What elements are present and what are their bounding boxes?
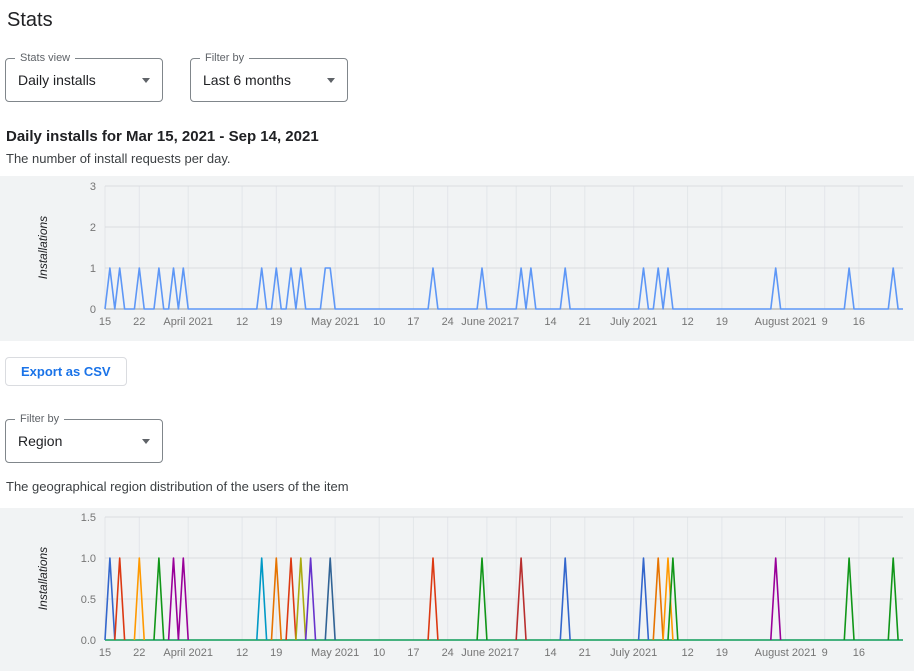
region-controls: Filter by Region <box>5 413 914 463</box>
svg-text:May 2021: May 2021 <box>311 647 359 659</box>
date-filter-select-value: Last 6 months <box>203 72 291 88</box>
daily-installs-heading: Daily installs for Mar 15, 2021 - Sep 14… <box>6 128 319 145</box>
stats-view-select[interactable]: Stats view Daily installs <box>5 52 163 102</box>
svg-text:15: 15 <box>99 316 111 328</box>
svg-text:August 2021: August 2021 <box>755 647 817 659</box>
stats-view-select-label: Stats view <box>15 52 76 65</box>
region-chart: 0.0 0.5 1.0 1.5 15 22 April 2021 12 19 May 2021 10… <box>0 508 914 671</box>
svg-text:12: 12 <box>236 316 248 328</box>
svg-text:19: 19 <box>716 647 728 659</box>
svg-text:1: 1 <box>90 263 96 275</box>
svg-text:Installations: Installations <box>36 216 50 279</box>
region-filter-select-value: Region <box>18 433 63 449</box>
svg-text:12: 12 <box>236 647 248 659</box>
chevron-down-icon <box>327 77 335 83</box>
svg-text:0.0: 0.0 <box>81 635 96 647</box>
svg-text:16: 16 <box>853 647 865 659</box>
svg-text:24: 24 <box>442 316 454 328</box>
svg-text:16: 16 <box>853 316 865 328</box>
svg-text:21: 21 <box>579 647 591 659</box>
svg-text:August 2021: August 2021 <box>755 316 817 328</box>
stats-view-select-value: Daily installs <box>18 72 96 88</box>
region-filter-select[interactable]: Filter by Region <box>5 413 163 463</box>
svg-text:July 2021: July 2021 <box>610 647 657 659</box>
svg-text:14: 14 <box>544 647 556 659</box>
svg-text:3: 3 <box>90 181 96 193</box>
export-csv-button[interactable]: Export as CSV <box>5 357 127 386</box>
svg-text:7: 7 <box>513 316 519 328</box>
svg-text:15: 15 <box>99 647 111 659</box>
region-description: The geographical region distribution of … <box>6 479 349 494</box>
svg-text:April 2021: April 2021 <box>163 647 213 659</box>
svg-text:22: 22 <box>133 647 145 659</box>
svg-text:10: 10 <box>373 647 385 659</box>
svg-text:17: 17 <box>407 316 419 328</box>
svg-text:1.0: 1.0 <box>81 553 96 565</box>
svg-text:June 2021: June 2021 <box>461 647 512 659</box>
svg-text:May 2021: May 2021 <box>311 316 359 328</box>
svg-text:19: 19 <box>270 316 282 328</box>
chevron-down-icon <box>142 438 150 444</box>
svg-text:10: 10 <box>373 316 385 328</box>
svg-text:19: 19 <box>716 316 728 328</box>
svg-text:Installations: Installations <box>36 547 50 610</box>
date-filter-select-label: Filter by <box>200 52 250 65</box>
daily-installs-description: The number of install requests per day. <box>6 151 231 166</box>
daily-installs-chart: 0 1 2 3 15 22 April 2021 12 19 May 2021 10 17 24 June… <box>0 176 914 341</box>
svg-text:July 2021: July 2021 <box>610 316 657 328</box>
date-filter-select[interactable]: Filter by Last 6 months <box>190 52 348 102</box>
svg-text:24: 24 <box>442 647 454 659</box>
svg-text:14: 14 <box>544 316 556 328</box>
region-filter-select-label: Filter by <box>15 413 65 426</box>
svg-text:0: 0 <box>90 304 96 316</box>
svg-text:12: 12 <box>681 647 693 659</box>
svg-text:April 2021: April 2021 <box>163 316 213 328</box>
page-title: Stats <box>7 9 53 31</box>
svg-text:7: 7 <box>513 647 519 659</box>
svg-text:17: 17 <box>407 647 419 659</box>
svg-text:1.5: 1.5 <box>81 512 96 524</box>
svg-text:21: 21 <box>579 316 591 328</box>
svg-text:2: 2 <box>90 222 96 234</box>
chevron-down-icon <box>142 77 150 83</box>
svg-text:0.5: 0.5 <box>81 594 96 606</box>
svg-text:19: 19 <box>270 647 282 659</box>
region-chart-svg: 0.0 0.5 1.0 1.5 15 22 April 2021 12 19 May 2021 10… <box>36 512 903 659</box>
svg-text:9: 9 <box>822 316 828 328</box>
svg-text:22: 22 <box>133 316 145 328</box>
svg-text:June 2021: June 2021 <box>461 316 512 328</box>
stats-controls: Stats view Daily installs Filter by Last… <box>5 52 914 102</box>
svg-text:12: 12 <box>681 316 693 328</box>
svg-text:9: 9 <box>822 647 828 659</box>
